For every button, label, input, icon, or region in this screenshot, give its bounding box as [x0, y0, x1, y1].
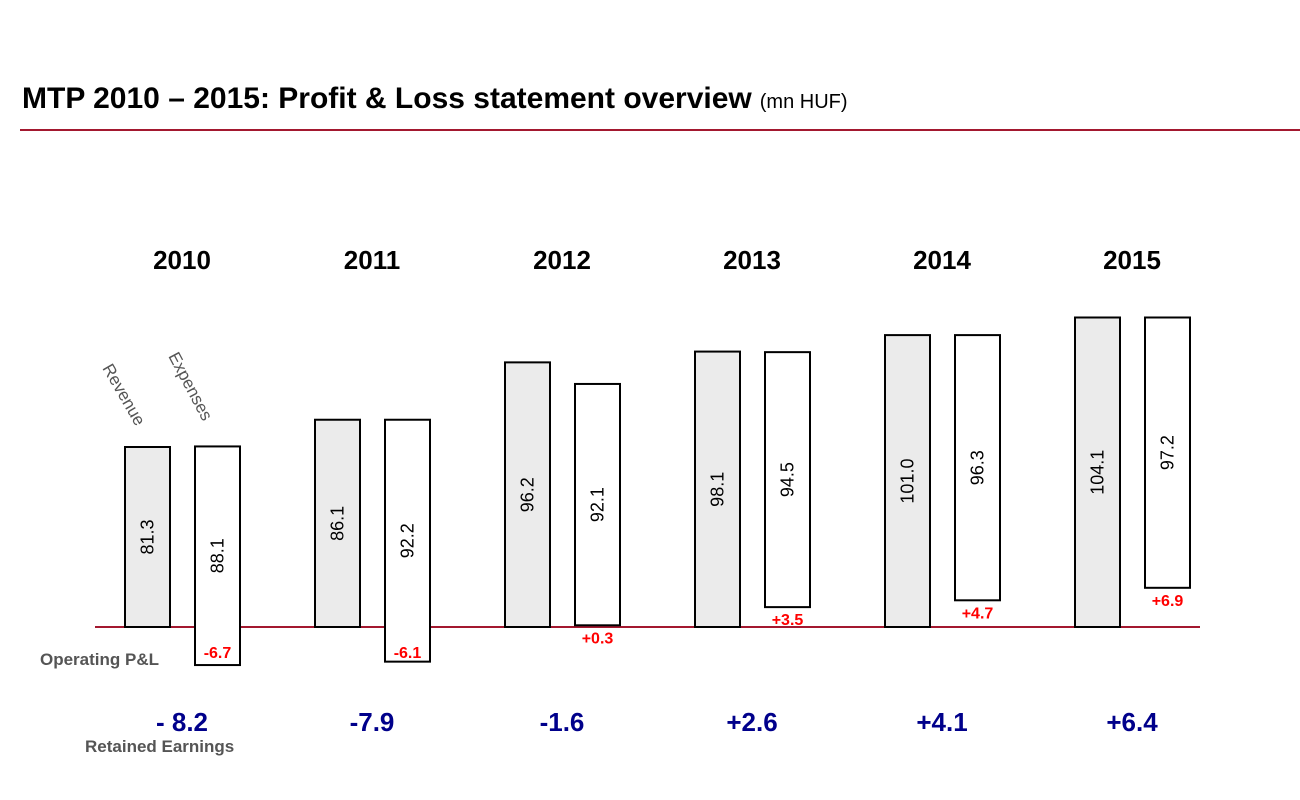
operating-pl-value: +4.7	[962, 605, 994, 622]
revenue-bar	[504, 361, 551, 628]
retained-earnings-value: -1.6	[540, 707, 585, 737]
expenses-bar	[194, 445, 241, 667]
operating-pl-value: -6.1	[394, 645, 422, 662]
retained-earnings-value: +6.4	[1106, 707, 1158, 737]
retained-earnings-value: +2.6	[726, 707, 777, 737]
revenue-value-label: 98.1	[708, 472, 728, 507]
year-label: 2010	[153, 245, 211, 275]
expenses-value-label: 94.5	[778, 462, 798, 497]
title-text: MTP 2010 – 2015: Profit & Loss statement…	[22, 82, 752, 115]
revenue-bar	[1074, 316, 1121, 628]
operating-pl-value: +0.3	[582, 630, 614, 647]
operating-pl-value: +3.5	[772, 612, 804, 629]
year-label: 2015	[1103, 245, 1161, 275]
revenue-bar	[884, 334, 931, 628]
revenue-bar	[314, 418, 361, 628]
expenses-value-label: 92.2	[398, 523, 418, 558]
operating-pl-value: +6.9	[1152, 593, 1184, 610]
revenue-bar	[124, 446, 171, 628]
expenses-bar	[764, 351, 811, 609]
retained-earnings-value: - 8.2	[156, 707, 208, 737]
year-label: 2013	[723, 245, 781, 275]
expenses-value-label: 92.1	[588, 487, 608, 522]
retained-earnings-value: -7.9	[350, 707, 395, 737]
expenses-value-label: 96.3	[968, 450, 988, 485]
page-title: MTP 2010 – 2015: Profit & Loss statement…	[22, 82, 848, 116]
expenses-bar	[574, 382, 621, 627]
title-divider	[20, 129, 1300, 131]
legend-revenue: Revenue	[99, 361, 149, 429]
retained-earnings-label: Retained Earnings	[85, 737, 234, 756]
operating-pl-value: -6.7	[204, 645, 232, 662]
revenue-bar	[694, 350, 741, 628]
operating-pl-label: Operating P&L	[40, 650, 159, 669]
legend-expenses: Expenses	[164, 349, 216, 424]
revenue-value-label: 86.1	[328, 506, 348, 541]
expenses-value-label: 88.1	[208, 538, 228, 573]
expenses-value-label: 97.2	[1158, 435, 1178, 470]
expenses-bar	[1144, 316, 1191, 589]
retained-earnings-value: +4.1	[916, 707, 967, 737]
expenses-bar	[384, 418, 431, 663]
year-label: 2014	[913, 245, 971, 275]
revenue-value-label: 96.2	[518, 477, 538, 512]
revenue-value-label: 101.0	[898, 459, 918, 504]
revenue-value-label: 104.1	[1088, 450, 1108, 495]
title-unit: (mn HUF)	[759, 91, 848, 113]
year-label: 2012	[533, 245, 591, 275]
revenue-value-label: 81.3	[138, 519, 158, 554]
year-label: 2011	[344, 245, 400, 275]
expenses-bar	[954, 334, 1001, 602]
